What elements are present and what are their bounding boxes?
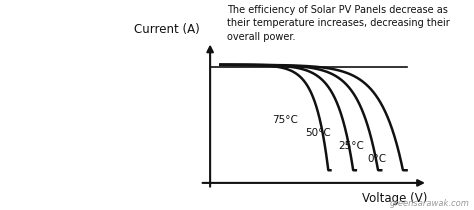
Text: greensarawak.com: greensarawak.com xyxy=(389,199,469,208)
Text: 50°C: 50°C xyxy=(305,128,331,138)
Text: 75°C: 75°C xyxy=(273,115,298,125)
Text: 0°C: 0°C xyxy=(368,154,387,164)
Text: Current (A): Current (A) xyxy=(134,24,200,36)
Text: 25°C: 25°C xyxy=(338,141,365,151)
Text: The efficiency of Solar PV Panels decrease as
their temperature increases, decre: The efficiency of Solar PV Panels decrea… xyxy=(227,5,449,42)
Text: Voltage (V): Voltage (V) xyxy=(363,192,428,205)
